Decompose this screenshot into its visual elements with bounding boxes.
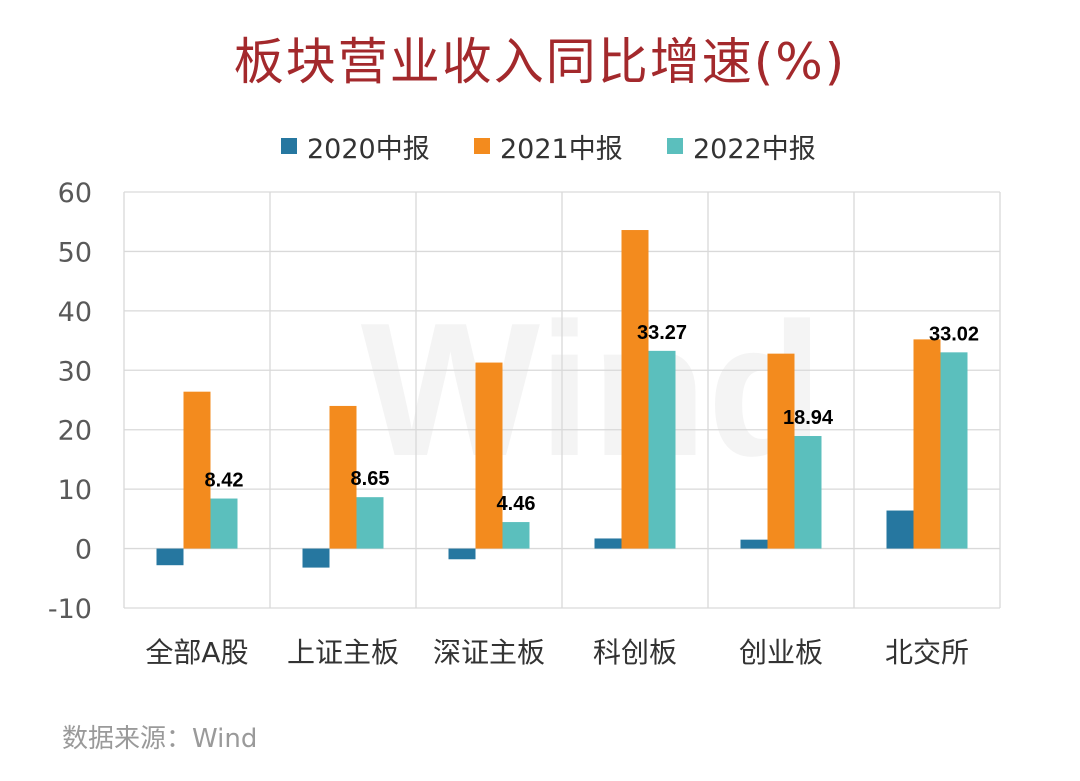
bar <box>940 352 968 549</box>
bar <box>210 498 238 549</box>
bar <box>156 548 184 566</box>
watermark: Wind <box>361 284 824 496</box>
x-tick-label: 创业板 <box>739 636 823 669</box>
source-note: 数据来源：Wind <box>62 724 258 754</box>
data-label: 33.27 <box>637 322 687 344</box>
x-tick-label: 科创板 <box>593 636 677 669</box>
bar <box>475 362 503 549</box>
bar <box>356 497 384 549</box>
bar <box>621 230 649 549</box>
bar <box>448 548 476 560</box>
bar <box>329 405 357 549</box>
y-tick-label: 10 <box>58 475 92 506</box>
y-tick-label: 30 <box>58 356 92 387</box>
bar <box>767 353 795 549</box>
bar <box>886 510 914 549</box>
bar <box>648 350 676 549</box>
y-tick-label: 60 <box>58 178 92 209</box>
x-tick-label: 北交所 <box>885 636 969 669</box>
data-label: 8.65 <box>351 468 390 490</box>
data-label: 18.94 <box>783 407 834 429</box>
data-label: 4.46 <box>497 493 536 515</box>
y-tick-label: 50 <box>58 237 92 268</box>
x-tick-label: 上证主板 <box>287 636 399 669</box>
legend-swatch-2021 <box>474 138 490 154</box>
bar <box>594 538 622 549</box>
legend-item-2021: 2021中报 <box>474 126 623 166</box>
legend-swatch-2022 <box>667 138 683 154</box>
y-tick-label: 0 <box>75 535 92 566</box>
legend-item-2022: 2022中报 <box>667 126 816 166</box>
legend: 2020中报 2021中报 2022中报 <box>0 126 1080 166</box>
chart-title: 板块营业收入同比增速(%) <box>233 33 847 91</box>
bar <box>913 339 941 549</box>
legend-label-2020: 2020中报 <box>307 133 430 165</box>
legend-label-2022: 2022中报 <box>693 133 816 165</box>
bar <box>302 548 330 568</box>
x-tick-label: 深证主板 <box>433 636 545 669</box>
bar <box>502 522 530 549</box>
legend-label-2021: 2021中报 <box>500 133 623 165</box>
bar <box>794 436 822 549</box>
bar <box>183 391 211 549</box>
y-tick-label: 20 <box>58 416 92 447</box>
legend-swatch-2020 <box>281 138 297 154</box>
x-tick-label: 全部A股 <box>145 636 248 669</box>
data-label: 33.02 <box>929 323 979 345</box>
y-tick-label: -10 <box>48 594 92 625</box>
y-tick-label: 40 <box>58 297 92 328</box>
legend-item-2020: 2020中报 <box>281 126 430 166</box>
data-label: 8.42 <box>205 470 244 492</box>
bar <box>740 539 768 549</box>
